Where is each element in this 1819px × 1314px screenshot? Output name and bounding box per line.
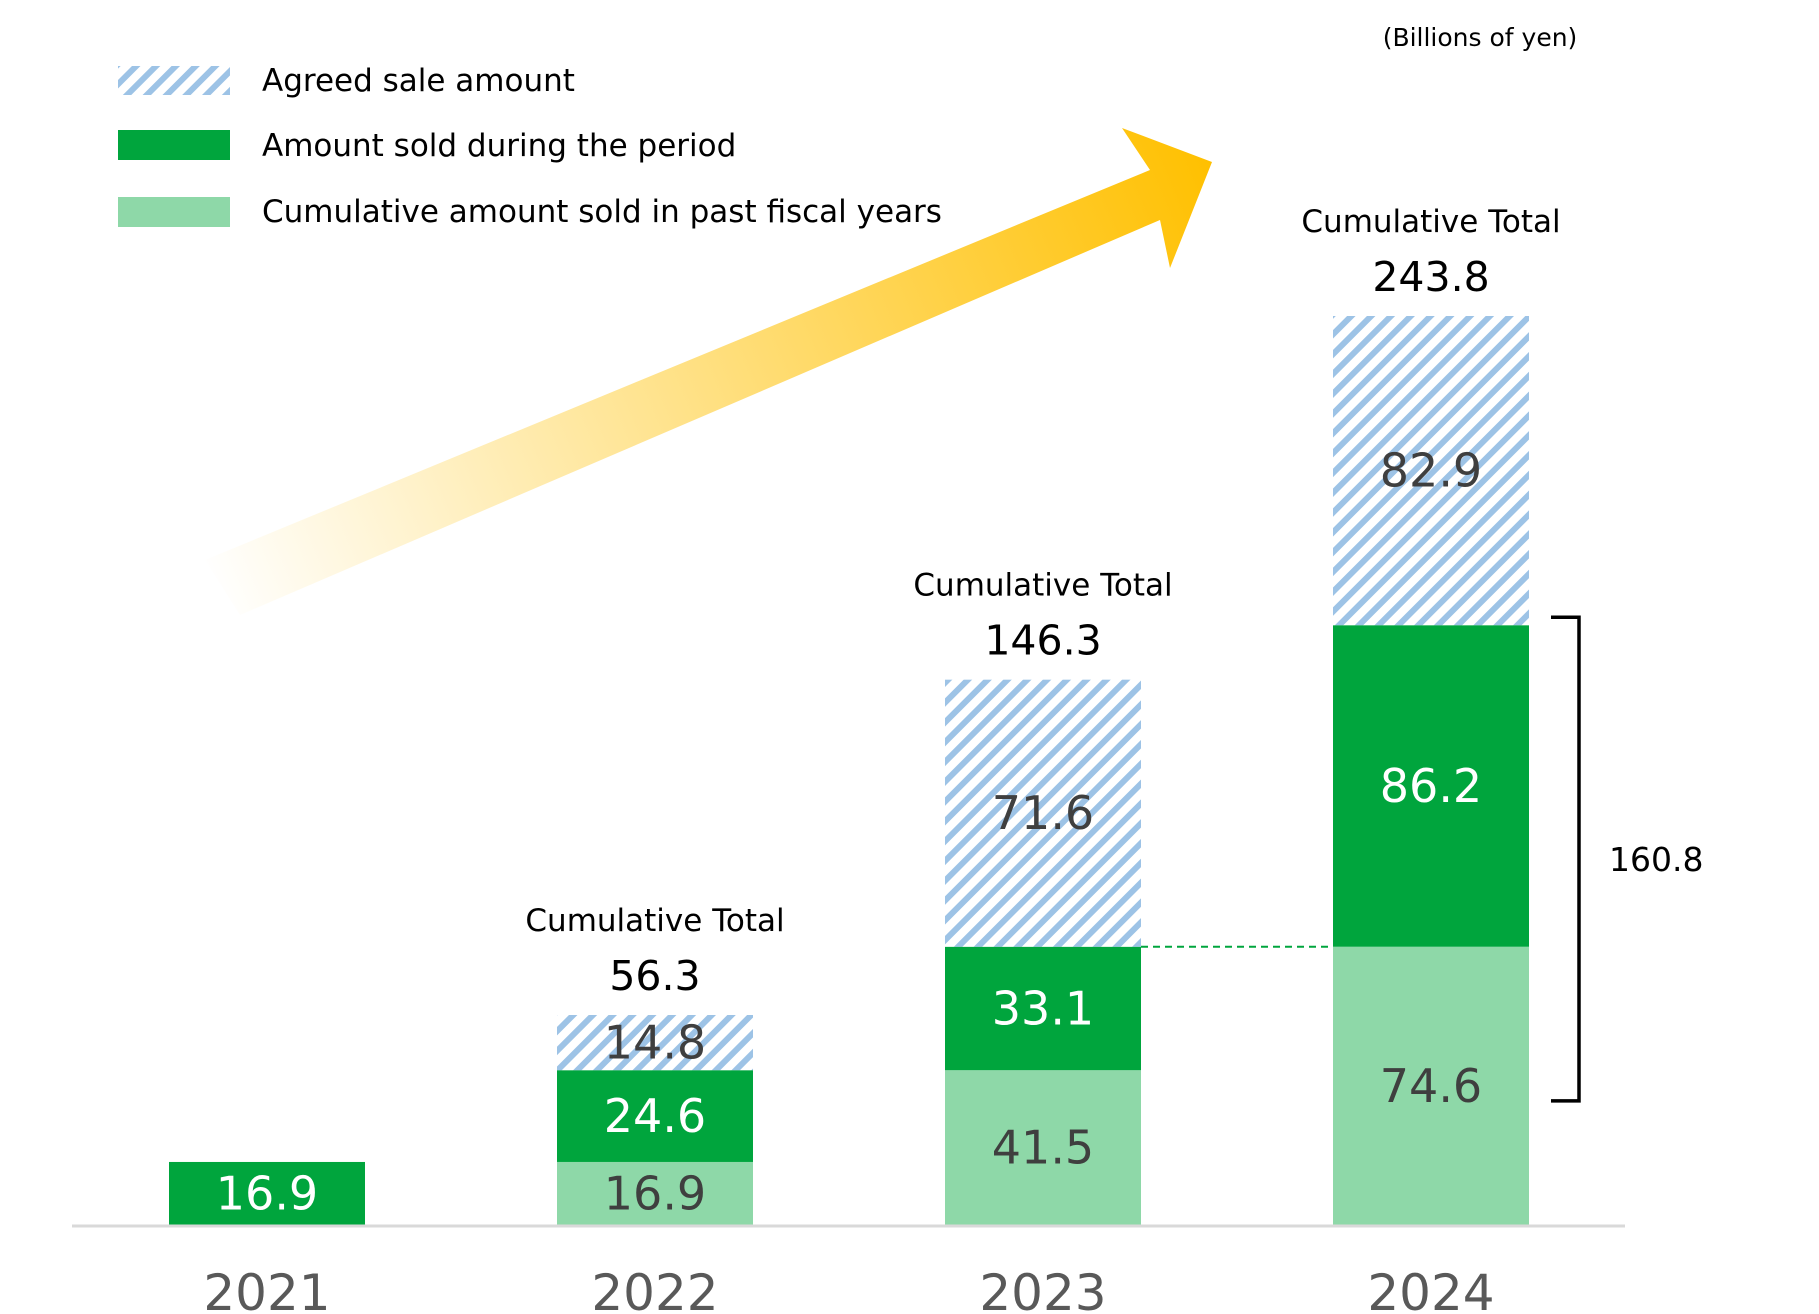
legend-swatch-period — [118, 130, 230, 160]
data-label-period-2022: 24.6 — [604, 1089, 706, 1143]
data-label-agreed-2024: 82.9 — [1380, 444, 1482, 498]
total-value-2024: 243.8 — [1372, 253, 1489, 301]
total-value-2023: 146.3 — [984, 617, 1101, 665]
data-label-period-2021: 16.9 — [216, 1166, 318, 1220]
bar-period-2022 — [557, 1070, 753, 1162]
bar-agreed-2022 — [557, 1015, 753, 1071]
legend-item-period: Amount sold during the period — [118, 128, 736, 164]
bar-period-2021 — [169, 1161, 365, 1225]
legend-item-agreed: Agreed sale amount — [118, 63, 575, 99]
legend-label-agreed: Agreed sale amount — [262, 63, 575, 99]
bar-past-2024 — [1333, 946, 1529, 1225]
total-caption-2023: Cumulative Total — [913, 568, 1172, 604]
data-label-past-2022: 16.9 — [604, 1166, 706, 1220]
growth-arrow — [205, 128, 1212, 615]
legend-label-period: Amount sold during the period — [262, 128, 736, 164]
data-label-past-2023: 41.5 — [992, 1121, 1094, 1175]
data-label-agreed-2022: 14.8 — [604, 1016, 706, 1070]
x-tick-label-2023: 2023 — [979, 1264, 1106, 1314]
sold-bracket — [1551, 615, 1581, 1103]
data-label-past-2024: 74.6 — [1380, 1059, 1482, 1113]
bar-past-2023 — [945, 1070, 1141, 1225]
data-label-period-2024: 86.2 — [1380, 759, 1482, 813]
x-tick-label-2024: 2024 — [1367, 1264, 1494, 1314]
total-caption-2024: Cumulative Total — [1301, 204, 1560, 240]
legend-item-past: Cumulative amount sold in past fiscal ye… — [118, 194, 942, 230]
bar-agreed-2024 — [1333, 315, 1529, 626]
legend-swatch-past — [118, 197, 230, 227]
bracket-value-label: 160.8 — [1609, 840, 1703, 879]
bar-period-2024 — [1333, 625, 1529, 947]
bar-period-2023 — [945, 946, 1141, 1071]
unit-note: (Billions of yen) — [1383, 23, 1578, 52]
total-caption-2022: Cumulative Total — [525, 903, 784, 939]
bar-agreed-2023 — [945, 679, 1141, 947]
legend: Agreed sale amount Amount sold during th… — [118, 63, 942, 230]
total-value-2022: 56.3 — [609, 952, 700, 1000]
legend-label-past: Cumulative amount sold in past fiscal ye… — [262, 194, 942, 230]
x-tick-label-2021: 2021 — [203, 1264, 330, 1314]
bar-past-2022 — [557, 1161, 753, 1225]
data-label-period-2023: 33.1 — [992, 981, 1094, 1035]
data-label-agreed-2023: 71.6 — [992, 786, 1094, 840]
x-tick-label-2022: 2022 — [591, 1264, 718, 1314]
legend-swatch-agreed — [118, 66, 230, 95]
